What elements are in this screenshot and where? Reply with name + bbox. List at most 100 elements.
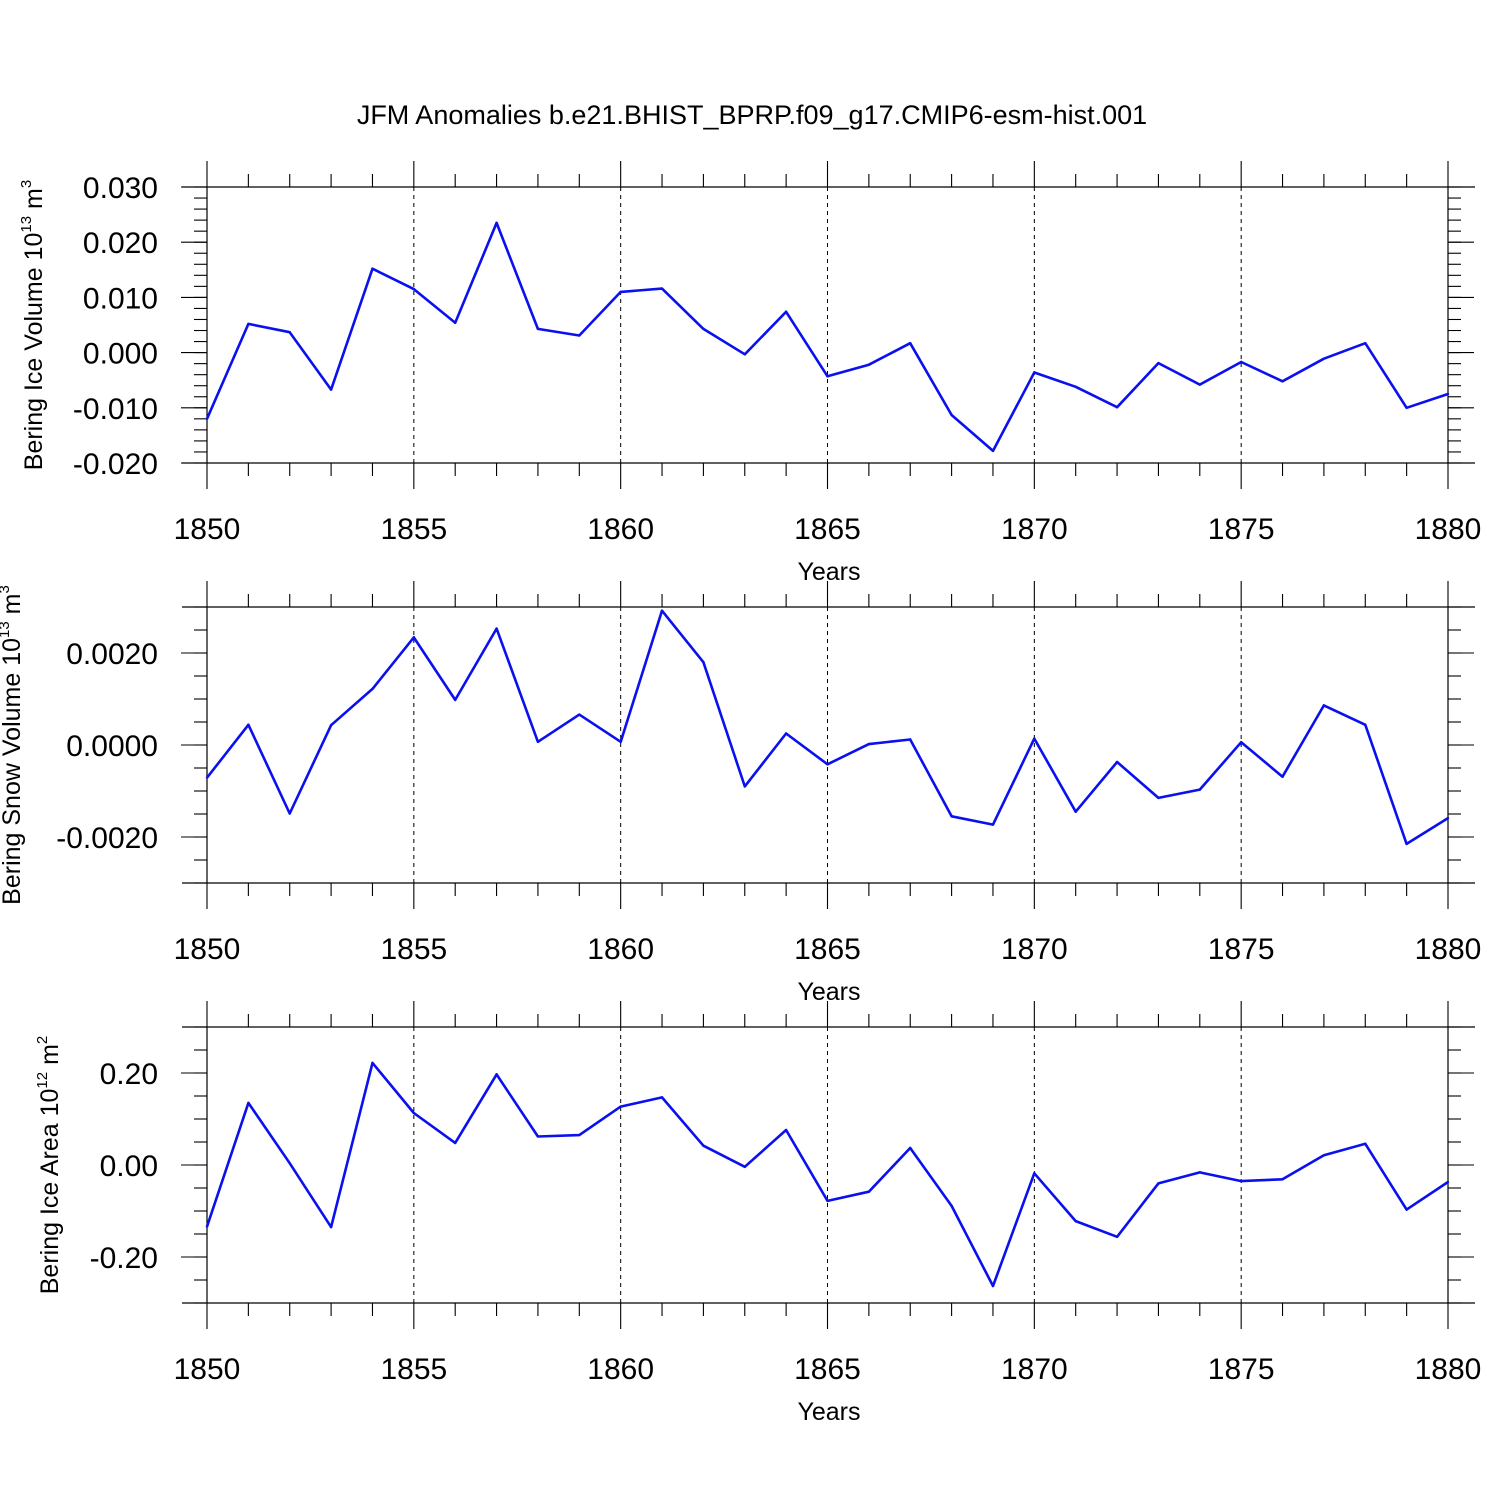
data-point-1857 <box>495 1073 498 1076</box>
data-point-1869 <box>991 1284 995 1288</box>
data-point-1868 <box>950 815 953 818</box>
y-axis-title-unit: m <box>0 594 26 622</box>
data-point-1866 <box>867 1190 871 1193</box>
data-point-1859 <box>578 713 581 716</box>
data-point-1876 <box>1281 380 1284 383</box>
data-point-1861 <box>660 609 664 612</box>
x-tick-label: 1855 <box>380 1353 447 1386</box>
data-point-1870 <box>1033 1172 1036 1175</box>
panel-snow-volume: -0.0020 0.0000 0.0020 1850 1855 1860 1865 1870 1… <box>0 581 1481 1006</box>
data-point-1870 <box>1033 737 1036 740</box>
x-tick-label: 1875 <box>1208 933 1275 966</box>
y-axis-title-exponent: 13 <box>18 216 35 233</box>
data-point-1863 <box>743 353 746 356</box>
data-point-1856 <box>454 698 457 702</box>
series-line-ice-volume <box>205 221 1449 453</box>
x-tick-label: 1850 <box>174 933 241 966</box>
data-point-1857 <box>495 221 498 225</box>
y-axis-title-unit: m <box>36 1044 64 1072</box>
y-tick-label: 0.000 <box>83 338 158 371</box>
x-tick-label: 1880 <box>1415 933 1482 966</box>
data-point-1855 <box>412 287 416 291</box>
y-tick-label: 0.010 <box>83 282 158 315</box>
x-axis-title: Years <box>797 978 860 1006</box>
data-point-1854 <box>371 687 374 691</box>
data-point-1878 <box>1364 723 1367 726</box>
y-tick-label: -0.010 <box>73 393 158 426</box>
x-tick-label: 1875 <box>1208 1353 1275 1386</box>
y-axis-title-text: Bering Snow Volume 10 <box>0 638 26 905</box>
panel-ice-volume: -0.020 -0.010 0.000 0.010 0.020 0.030 1850 1855… <box>18 161 1481 586</box>
panel-ice-area: -0.20 0.00 0.20 1850 1855 1860 1865 1870 1875 188… <box>34 1001 1481 1426</box>
data-point-1875 <box>1239 1179 1243 1183</box>
x-tick-label: 1850 <box>174 1353 241 1386</box>
data-point-1870 <box>1033 371 1036 374</box>
x-tick-label: 1870 <box>1001 513 1068 546</box>
data-point-1852 <box>288 1161 291 1165</box>
data-point-1860 <box>619 1105 622 1108</box>
data-point-1851 <box>247 1101 250 1105</box>
chart-title: JFM Anomalies b.e21.BHIST_BPRP.f09_g17.C… <box>357 100 1147 130</box>
data-point-1871 <box>1074 1219 1077 1223</box>
data-point-1868 <box>950 1204 953 1208</box>
data-point-1859 <box>578 334 581 337</box>
y-axis-title: Bering Snow Volume 1013 m3 <box>0 585 26 905</box>
data-point-1875 <box>1239 741 1243 744</box>
data-point-1878 <box>1364 1142 1367 1146</box>
y-axis-title-unit-exponent: 2 <box>34 1036 51 1044</box>
data-point-1856 <box>454 1141 457 1145</box>
data-point-1853 <box>329 1225 333 1229</box>
data-point-1862 <box>702 327 705 331</box>
data-point-1860 <box>619 740 622 743</box>
data-point-1854 <box>371 1061 374 1065</box>
y-axis-title-text: Bering Ice Volume 10 <box>20 233 48 471</box>
data-point-1851 <box>247 723 250 726</box>
data-point-1864 <box>784 732 788 735</box>
x-tick-label: 1865 <box>794 513 861 546</box>
y-tick-label: -0.0020 <box>56 822 158 855</box>
data-point-1858 <box>536 327 540 331</box>
data-point-1874 <box>1198 788 1202 791</box>
data-point-1879 <box>1405 842 1408 846</box>
y-axis-title: Bering Ice Area 1012 m2 <box>34 1036 64 1295</box>
data-point-1856 <box>454 321 457 324</box>
y-tick-label: 0.0000 <box>66 730 158 763</box>
data-point-1861 <box>660 287 664 290</box>
data-point-1862 <box>702 1144 705 1147</box>
y-axis-title-exponent: 13 <box>0 621 13 638</box>
data-point-1867 <box>909 342 912 345</box>
x-tick-label: 1860 <box>587 513 654 546</box>
data-point-1869 <box>991 823 995 826</box>
data-point-1855 <box>412 636 416 639</box>
x-axis-title: Years <box>797 558 860 586</box>
y-axis-title-unit-exponent: 3 <box>18 180 35 188</box>
data-point-1865 <box>826 763 829 766</box>
data-point-1861 <box>660 1096 664 1099</box>
data-point-1850 <box>205 1225 209 1228</box>
x-tick-label: 1865 <box>794 1353 861 1386</box>
data-point-1854 <box>371 267 374 270</box>
data-point-1867 <box>909 1146 912 1150</box>
data-point-1872 <box>1115 1235 1119 1238</box>
data-point-1866 <box>867 742 871 746</box>
data-point-1879 <box>1405 406 1408 409</box>
y-tick-label: -0.020 <box>73 448 158 481</box>
data-point-1873 <box>1157 1182 1160 1185</box>
data-point-1869 <box>991 449 995 453</box>
data-point-1880 <box>1446 816 1450 820</box>
data-point-1876 <box>1281 775 1284 778</box>
x-tick-label: 1850 <box>174 513 241 546</box>
y-tick-label: 0.030 <box>83 172 158 205</box>
data-point-1871 <box>1074 385 1077 389</box>
x-tick-label: 1870 <box>1001 933 1068 966</box>
data-point-1874 <box>1198 383 1202 386</box>
data-point-1873 <box>1157 361 1160 365</box>
data-point-1858 <box>536 1135 540 1138</box>
data-point-1875 <box>1239 360 1243 364</box>
data-point-1855 <box>412 1111 416 1115</box>
data-point-1872 <box>1115 760 1119 764</box>
y-tick-label: 0.020 <box>83 227 158 260</box>
data-point-1868 <box>950 413 953 417</box>
x-tick-label: 1855 <box>380 933 447 966</box>
